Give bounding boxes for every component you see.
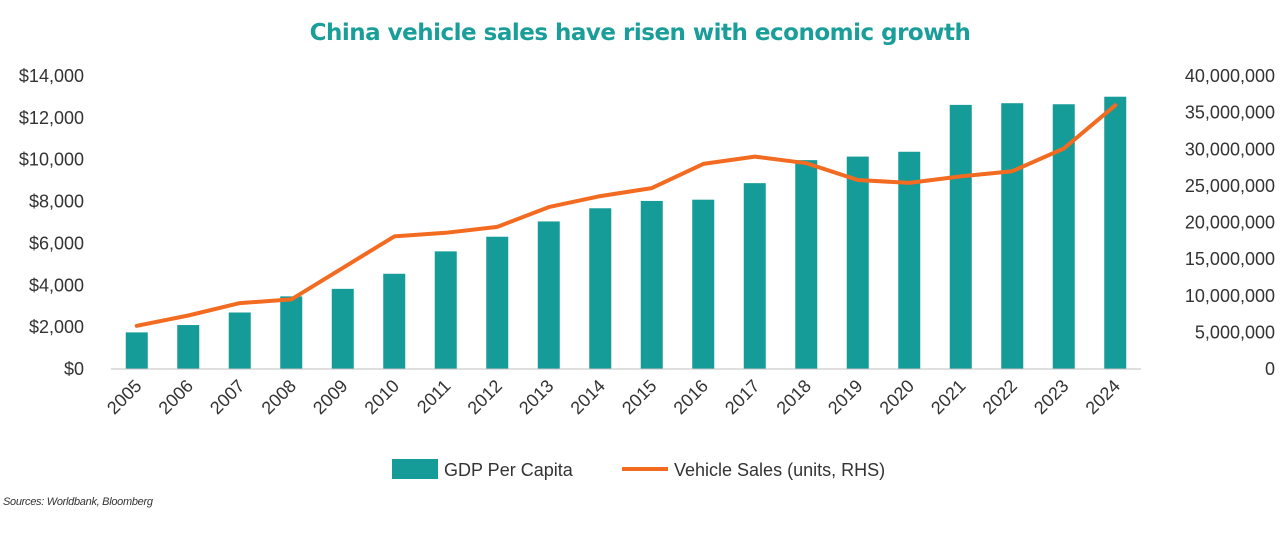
x-tick-label: 2015 [618, 376, 660, 418]
gdp-bar [846, 156, 869, 369]
right-tick-label: 30,000,000 [1185, 139, 1275, 159]
gdp-bar [177, 325, 200, 369]
right-tick-label: 20,000,000 [1185, 213, 1275, 233]
left-tick-label: $12,000 [19, 108, 84, 128]
gdp-bar [537, 221, 560, 369]
gdp-bar [1104, 96, 1127, 369]
x-tick-label: 2016 [670, 376, 712, 418]
x-tick-label: 2007 [206, 376, 248, 418]
right-tick-label: 35,000,000 [1185, 103, 1275, 123]
x-tick-label: 2021 [927, 376, 969, 418]
vehicle-sales-line [134, 103, 1118, 328]
left-tick-label: $14,000 [19, 66, 84, 86]
gdp-bar [898, 151, 921, 369]
x-tick-label: 2014 [567, 376, 609, 418]
x-tick-label: 2011 [413, 376, 455, 418]
x-tick-label: 2019 [824, 376, 866, 418]
right-tick-label: 10,000,000 [1185, 286, 1275, 306]
left-axis: $0 $2,000 $4,000 $6,000 $8,000 $10,000 $12,000… [19, 66, 84, 379]
x-tick-label: 2018 [773, 376, 815, 418]
chart-title: China vehicle sales have risen with econ… [309, 20, 971, 46]
gdp-bar [383, 273, 406, 369]
gdp-bar [640, 200, 663, 369]
left-tick-label: $8,000 [29, 192, 84, 212]
gdp-bar [486, 236, 509, 369]
gdp-bar [795, 160, 818, 369]
gdp-bar [1052, 104, 1075, 369]
gdp-bar [743, 183, 766, 369]
legend: GDP Per Capita Vehicle Sales (units, RHS… [392, 459, 885, 480]
gdp-bar [434, 251, 457, 369]
source-note: Sources: Worldbank, Bloomberg [3, 496, 153, 508]
x-tick-label: 2023 [1030, 376, 1072, 418]
gdp-bar [1001, 103, 1024, 369]
right-tick-label: 15,000,000 [1185, 249, 1275, 269]
right-tick-label: 5,000,000 [1195, 322, 1275, 342]
x-tick-label: 2017 [721, 376, 763, 418]
x-tick-label: 2009 [309, 376, 351, 418]
right-tick-label: 25,000,000 [1185, 176, 1275, 196]
gdp-bar [589, 208, 612, 369]
legend-bar-swatch [392, 459, 438, 479]
x-tick-label: 2005 [103, 376, 145, 418]
x-tick-label: 2006 [155, 376, 197, 418]
gdp-bar [125, 332, 148, 369]
gdp-bar [280, 296, 303, 369]
x-tick-label: 2020 [876, 376, 918, 418]
gdp-bar [228, 312, 251, 369]
x-tick-label: 2024 [1082, 376, 1124, 418]
x-tick-label: 2013 [515, 376, 557, 418]
x-tick-label: 2008 [258, 376, 300, 418]
legend-bar-label: GDP Per Capita [444, 460, 574, 480]
left-tick-label: $2,000 [29, 317, 84, 337]
gdp-bar [949, 104, 972, 369]
left-tick-label: $4,000 [29, 275, 84, 295]
gdp-bar [331, 288, 354, 369]
x-tick-label: 2010 [361, 376, 403, 418]
gdp-bar [692, 199, 715, 369]
right-tick-label: 0 [1265, 359, 1275, 379]
left-tick-label: $6,000 [29, 233, 84, 253]
gdp-bars [125, 96, 1127, 369]
right-axis: 0 5,000,000 10,000,000 15,000,000 20,000,000… [1185, 66, 1275, 379]
x-tick-label: 2022 [979, 376, 1021, 418]
left-tick-label: $0 [64, 359, 84, 379]
right-tick-label: 40,000,000 [1185, 66, 1275, 86]
legend-line-label: Vehicle Sales (units, RHS) [674, 460, 885, 480]
x-tick-label: 2012 [464, 376, 506, 418]
x-axis-labels: 2005 2006 2007 2008 2009 2010 2011 2012 2013 2014… [103, 376, 1124, 418]
left-tick-label: $10,000 [19, 150, 84, 170]
